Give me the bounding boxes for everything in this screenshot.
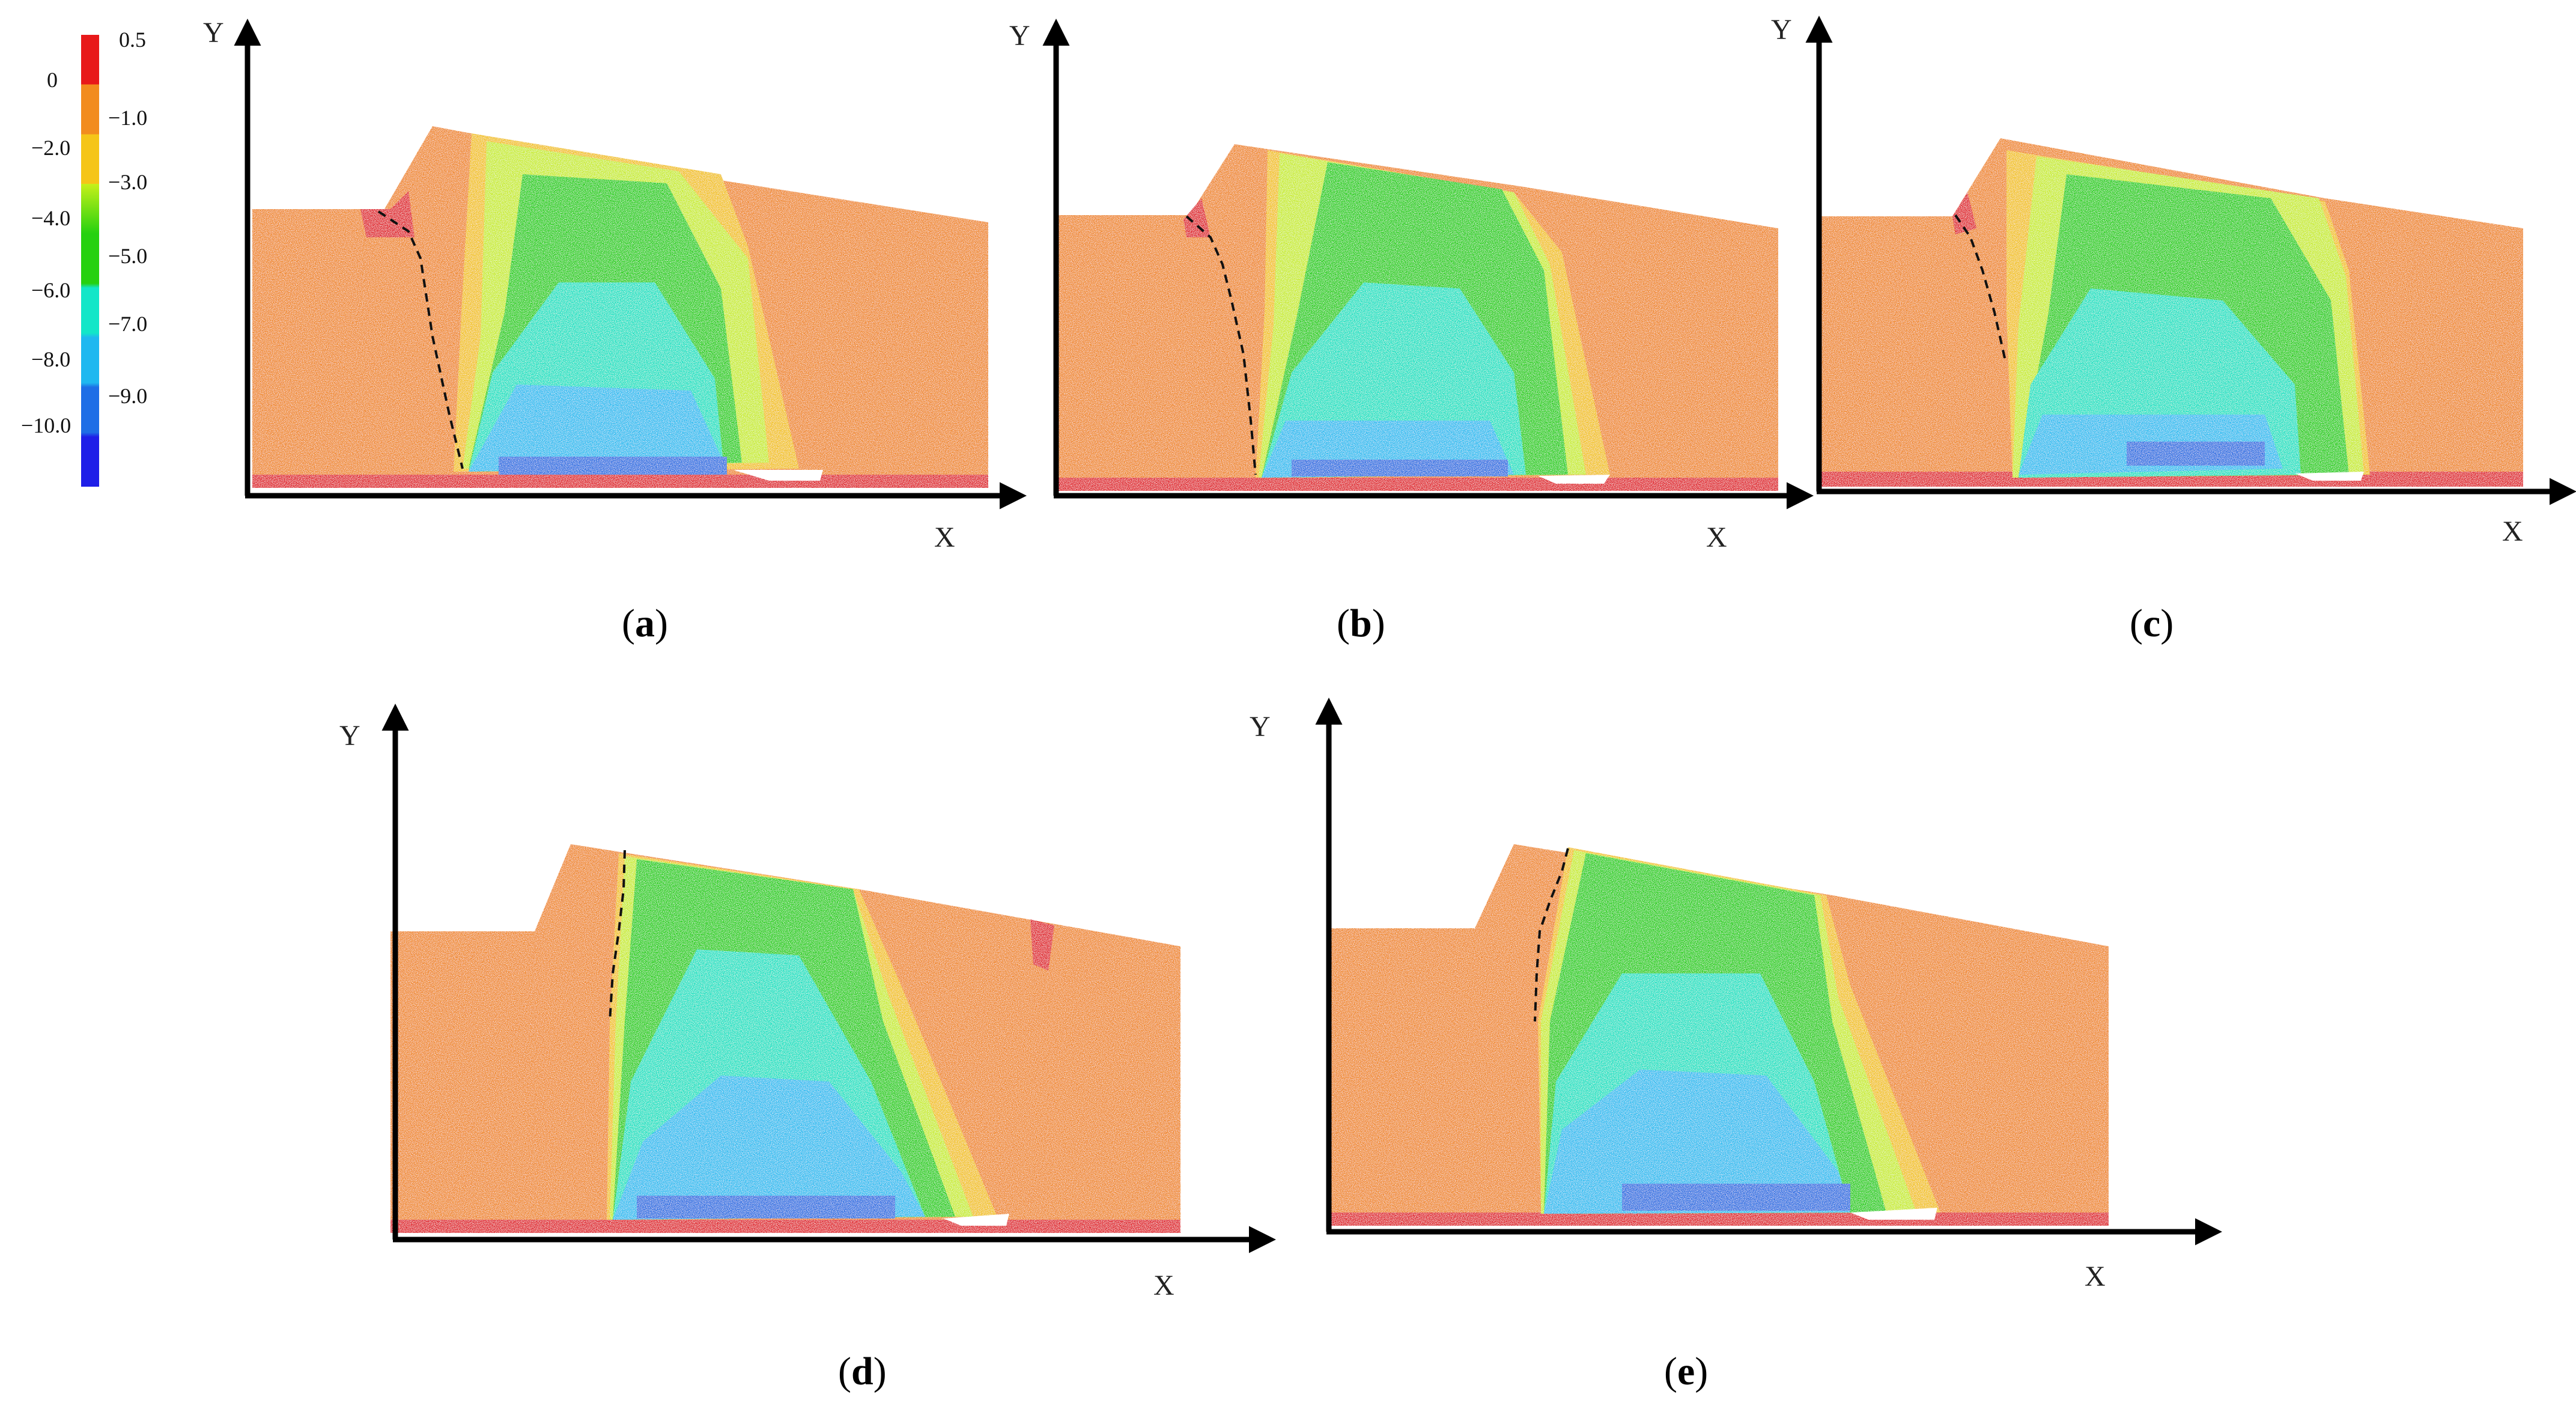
caption-a: (a) — [622, 601, 668, 645]
panel-e-void — [1850, 1208, 1937, 1220]
colorbar-left-label: 0 — [47, 68, 58, 92]
panel-d-y-label: Y — [339, 720, 360, 752]
caption-e: (e) — [1664, 1350, 1709, 1393]
panel-b-x-label: X — [1706, 522, 1727, 553]
colorbar-right-label: −1.0 — [108, 106, 148, 130]
panel-c-x-label: X — [2502, 516, 2523, 547]
panel-c-zone-blue — [2127, 442, 2265, 466]
panel-e-base-layer — [1331, 1213, 2109, 1226]
panel-a-y-label: Y — [203, 17, 224, 49]
panel-b-zone-blue — [1292, 460, 1508, 476]
panel-e-slip-surface — [1534, 848, 1569, 1022]
panel-c: Y X — [1771, 14, 2576, 547]
colorbar-right-label: −7.0 — [108, 312, 148, 336]
panel-a-slip-surface — [377, 210, 464, 469]
colorbar-right-label: −9.0 — [108, 384, 148, 408]
colorbar-right-label: −3.0 — [108, 170, 148, 194]
panel-e: Y X — [1250, 698, 2222, 1292]
colorbar-gradient — [81, 35, 99, 487]
colorbar-left-label: −4.0 — [31, 206, 71, 230]
colorbar-left-label: −8.0 — [31, 347, 71, 371]
panel-d: Y X — [339, 704, 1276, 1301]
panel-a-crest-red — [360, 191, 415, 237]
panel-b: Y X — [1009, 19, 1814, 553]
panel-e-zone-lightblue — [1544, 1070, 1850, 1214]
panel-b-base-layer — [1057, 478, 1778, 491]
colorbar-right-label: −5.0 — [108, 244, 148, 268]
panel-d-void — [943, 1214, 1009, 1226]
colorbar-right-label: 0.5 — [119, 28, 146, 52]
panel-a-x-label: X — [934, 522, 955, 553]
colorbar-left-label: −6.0 — [31, 278, 71, 302]
panel-a-base-layer — [252, 475, 988, 488]
panel-a: Y X — [203, 17, 1027, 553]
panel-b-void — [1538, 475, 1610, 484]
panel-d-x-label: X — [1153, 1270, 1174, 1301]
panel-b-y-label: Y — [1009, 20, 1030, 52]
panel-a-zone-lightblue — [469, 385, 724, 472]
panel-d-zone-blue — [637, 1196, 895, 1219]
panel-c-void — [2295, 472, 2364, 481]
panel-d-zone-lightblue — [613, 1076, 925, 1220]
panel-a-void — [733, 470, 823, 481]
colorbar-left-label: −10.0 — [21, 413, 71, 437]
colorbar-left-label: −2.0 — [31, 136, 71, 160]
panel-b-slip-surface — [1185, 215, 1257, 475]
panel-d-crest-red — [1030, 919, 1054, 970]
panel-d-base-layer — [390, 1220, 1180, 1233]
panel-c-y-label: Y — [1771, 14, 1792, 46]
panel-e-zone-blue — [1622, 1184, 1850, 1211]
caption-d: (d) — [838, 1350, 887, 1393]
panel-a-zone-blue — [499, 457, 727, 475]
panel-b-crest-red — [1183, 198, 1211, 237]
panel-e-y-label: Y — [1250, 711, 1271, 743]
panel-e-x-label: X — [2085, 1261, 2106, 1292]
caption-c: (c) — [2130, 601, 2174, 645]
panel-c-slip-surface — [1954, 214, 2006, 361]
caption-b: (b) — [1337, 601, 1385, 645]
panel-c-crest-red — [1952, 192, 1976, 234]
